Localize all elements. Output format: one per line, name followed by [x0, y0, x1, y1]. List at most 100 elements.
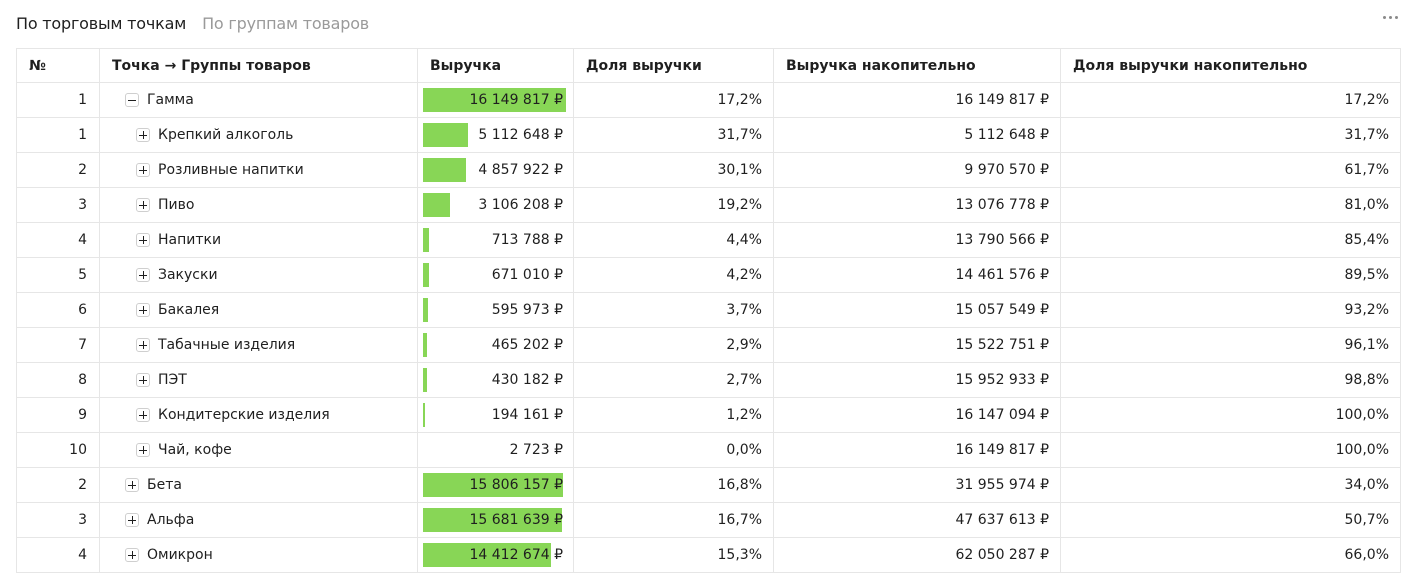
revenue-share: 19,2% [573, 187, 774, 223]
expand-icon[interactable] [136, 233, 150, 247]
revenue-value: 16 149 817 ₽ [469, 92, 563, 108]
row-name-cell: Кондитерские изделия [99, 397, 418, 433]
expand-icon[interactable] [136, 128, 150, 142]
header-cumulative-share[interactable]: Доля выручки накопительно [1060, 48, 1401, 83]
revenue-value: 713 788 ₽ [491, 232, 563, 248]
tab-by-stores[interactable]: По торговым точкам [16, 13, 187, 33]
row-name: Напитки [158, 232, 222, 248]
collapse-icon[interactable] [125, 93, 139, 107]
expand-icon[interactable] [136, 338, 150, 352]
cumulative-revenue: 13 076 778 ₽ [773, 187, 1061, 223]
cumulative-revenue: 5 112 648 ₽ [773, 117, 1061, 153]
expand-icon[interactable] [136, 408, 150, 422]
header-store-group[interactable]: Точка → Группы товаров [99, 48, 418, 83]
row-number: 10 [16, 432, 100, 468]
cumulative-revenue: 15 522 751 ₽ [773, 327, 1061, 363]
expand-icon[interactable] [136, 443, 150, 457]
table-row: 4 Омикрон 14 412 674 ₽ 15,3% 62 050 287 ₽66,… [16, 537, 1401, 573]
tab-by-product-groups[interactable]: По группам товаров [202, 13, 370, 33]
table-row: 4 Напитки 713 788 ₽ 4,4% 13 790 566 ₽85,4% [16, 222, 1401, 258]
header-cumulative-revenue[interactable]: Выручка накопительно [773, 48, 1061, 83]
table-row: 10 Чай, кофе 2 723 ₽ 0,0% 16 149 817 ₽100,0% [16, 432, 1401, 468]
revenue-bar [423, 333, 427, 357]
row-name-cell: Пиво [99, 187, 418, 223]
cumulative-share: 98,8% [1060, 362, 1401, 398]
row-number: 3 [16, 502, 100, 538]
expand-icon[interactable] [136, 268, 150, 282]
header-number[interactable]: № [16, 48, 100, 83]
cumulative-revenue: 13 790 566 ₽ [773, 222, 1061, 258]
revenue-value: 194 161 ₽ [491, 407, 563, 423]
row-number: 7 [16, 327, 100, 363]
expand-icon[interactable] [136, 373, 150, 387]
row-number: 2 [16, 467, 100, 503]
row-name: Бета [147, 477, 182, 493]
table-row: 3 Пиво 3 106 208 ₽ 19,2% 13 076 778 ₽81,0% [16, 187, 1401, 223]
cumulative-share: 81,0% [1060, 187, 1401, 223]
revenue-cell: 713 788 ₽ [417, 222, 574, 258]
row-number: 4 [16, 222, 100, 258]
revenue-cell: 465 202 ₽ [417, 327, 574, 363]
row-number: 6 [16, 292, 100, 328]
row-number: 5 [16, 257, 100, 293]
cumulative-share: 66,0% [1060, 537, 1401, 573]
table-row: 6 Бакалея 595 973 ₽ 3,7% 15 057 549 ₽93,2% [16, 292, 1401, 328]
revenue-value: 15 681 639 ₽ [469, 512, 563, 528]
table-row: 1 Крепкий алкоголь 5 112 648 ₽31,7% 5 112 6… [16, 117, 1401, 153]
row-number: 1 [16, 117, 100, 153]
cumulative-share: 50,7% [1060, 502, 1401, 538]
row-name-cell: Крепкий алкоголь [99, 117, 418, 153]
cumulative-revenue: 47 637 613 ₽ [773, 502, 1061, 538]
header-revenue-share[interactable]: Доля выручки [573, 48, 774, 83]
expand-icon[interactable] [136, 198, 150, 212]
row-number: 9 [16, 397, 100, 433]
expand-icon[interactable] [125, 478, 139, 492]
revenue-cell: 5 112 648 ₽ [417, 117, 574, 153]
cumulative-share: 34,0% [1060, 467, 1401, 503]
expand-icon[interactable] [125, 548, 139, 562]
revenue-bar [423, 543, 551, 567]
revenue-share: 17,2% [573, 82, 774, 118]
expand-icon[interactable] [136, 303, 150, 317]
table-row: 9 Кондитерские изделия 194 161 ₽ 1,2% 16 147… [16, 397, 1401, 433]
header-revenue[interactable]: Выручка [417, 48, 574, 83]
cumulative-revenue: 14 461 576 ₽ [773, 257, 1061, 293]
expand-icon[interactable] [125, 513, 139, 527]
cumulative-revenue: 16 149 817 ₽ [773, 82, 1061, 118]
row-name-cell: ПЭТ [99, 362, 418, 398]
revenue-share: 3,7% [573, 292, 774, 328]
revenue-value: 430 182 ₽ [491, 372, 563, 388]
revenue-cell: 16 149 817 ₽ [417, 82, 574, 118]
row-name: Пиво [158, 197, 195, 213]
more-options-icon[interactable] [1378, 7, 1402, 27]
revenue-cell: 430 182 ₽ [417, 362, 574, 398]
row-name: Закуски [158, 267, 218, 283]
revenue-value: 595 973 ₽ [491, 302, 563, 318]
cumulative-revenue: 9 970 570 ₽ [773, 152, 1061, 188]
cumulative-revenue: 62 050 287 ₽ [773, 537, 1061, 573]
table-row: 2 Бета 15 806 157 ₽ 16,8% 31 955 974 ₽34,0% [16, 467, 1401, 503]
table-row: 8 ПЭТ 430 182 ₽ 2,7% 15 952 933 ₽98,8% [16, 362, 1401, 398]
expand-icon[interactable] [136, 163, 150, 177]
cumulative-revenue: 16 147 094 ₽ [773, 397, 1061, 433]
row-name: Крепкий алкоголь [158, 127, 294, 143]
row-name: ПЭТ [158, 372, 187, 388]
row-name: Омикрон [147, 547, 213, 563]
row-name-cell: Альфа [99, 502, 418, 538]
table-row: 7 Табачные изделия 465 202 ₽ 2,9% 15 522 751… [16, 327, 1401, 363]
cumulative-share: 93,2% [1060, 292, 1401, 328]
cumulative-share: 17,2% [1060, 82, 1401, 118]
revenue-cell: 2 723 ₽ [417, 432, 574, 468]
revenue-share: 4,2% [573, 257, 774, 293]
revenue-bar [423, 263, 429, 287]
cumulative-share: 31,7% [1060, 117, 1401, 153]
row-name-cell: Гамма [99, 82, 418, 118]
revenue-bar [423, 193, 450, 217]
revenue-value: 671 010 ₽ [491, 267, 563, 283]
revenue-cell: 4 857 922 ₽ [417, 152, 574, 188]
table-row: 3 Альфа 15 681 639 ₽ 16,7% 47 637 613 ₽50,7% [16, 502, 1401, 538]
revenue-value: 2 723 ₽ [509, 442, 563, 458]
cumulative-share: 100,0% [1060, 432, 1401, 468]
table-row: 2 Розливные напитки 4 857 922 ₽ 30,1% 9 970 … [16, 152, 1401, 188]
cumulative-revenue: 15 057 549 ₽ [773, 292, 1061, 328]
